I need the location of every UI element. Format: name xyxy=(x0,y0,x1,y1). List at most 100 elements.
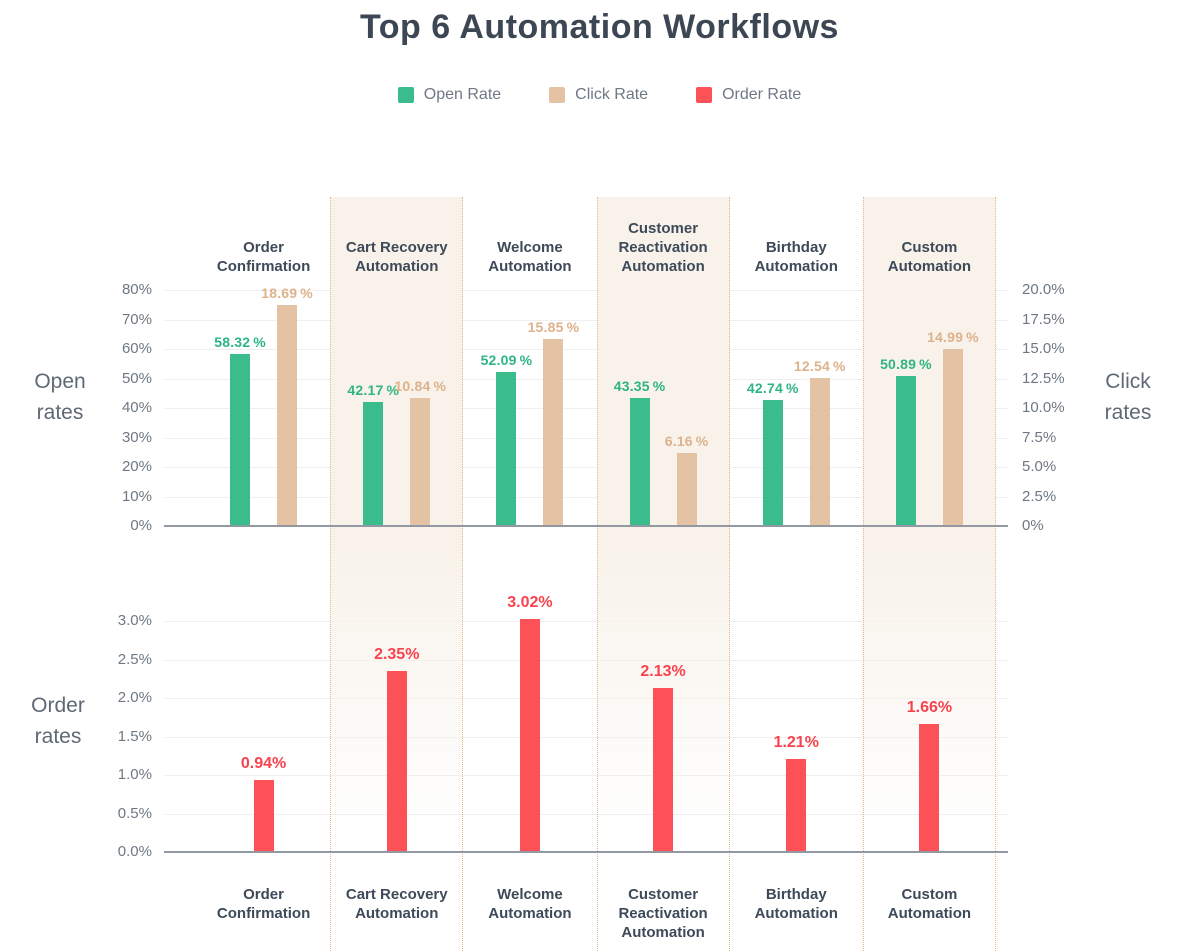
click-axis-tick: 12.5% xyxy=(1022,369,1065,387)
click-rate-bar xyxy=(809,378,830,526)
click-axis-tick: 2.5% xyxy=(1022,487,1057,505)
order-panel-gridline xyxy=(164,813,1008,815)
open-panel-gridline xyxy=(164,349,1008,350)
order-rate-bar xyxy=(786,758,807,852)
order-axis-tick: 2.5% xyxy=(117,650,152,668)
category-label: Order Confirmation xyxy=(216,886,311,922)
order-rate-bar xyxy=(386,671,407,852)
legend-item: Click Rate xyxy=(549,86,648,104)
open-axis-tick: 30% xyxy=(121,428,152,446)
click-rate-value-label: 15.85 % xyxy=(527,318,580,335)
open-axis-tick: 80% xyxy=(121,281,152,298)
order-axis-baseline xyxy=(164,851,1008,853)
order-rate-bar xyxy=(519,619,540,852)
order-rate-bar xyxy=(919,724,940,852)
open-rate-value-label: 43.35 % xyxy=(613,378,666,395)
open-rate-value-label: 42.17 % xyxy=(347,381,400,398)
order-rate-bar xyxy=(253,779,274,852)
open-rate-value-label: 58.32 % xyxy=(214,333,266,350)
legend-label: Click Rate xyxy=(575,86,649,103)
click-rate-bar xyxy=(410,398,431,526)
order-rate-value-label: 2.35% xyxy=(374,646,420,664)
open-rate-bar xyxy=(496,372,517,526)
open-rate-value-label: 50.89 % xyxy=(880,355,932,372)
legend-swatch xyxy=(549,87,566,103)
open-axis-tick: 20% xyxy=(121,458,152,475)
legend-item: Order Rate xyxy=(696,86,801,104)
order-axis-tick: 1.5% xyxy=(117,727,152,745)
column-header: Custom Automation xyxy=(887,239,972,275)
category-label: Birthday Automation xyxy=(754,886,838,922)
order-axis-tick: 0.0% xyxy=(117,843,152,860)
click-rate-value-label: 14.99 % xyxy=(927,329,979,346)
click-rate-bar xyxy=(543,338,564,526)
click-axis-tick: 0% xyxy=(1022,517,1044,534)
click-axis-tick: 10.0% xyxy=(1022,399,1065,416)
category-label: Welcome Automation xyxy=(488,886,572,922)
order-panel-gridline xyxy=(164,659,1008,661)
open-panel-gridline xyxy=(164,437,1008,439)
open-panel-gridline xyxy=(164,378,1008,380)
click-axis-tick: 17.5% xyxy=(1022,310,1065,328)
click-rate-bar xyxy=(942,349,963,526)
order-axis-tick: 1.0% xyxy=(117,766,152,783)
order-rate-value-label: 2.13% xyxy=(640,662,686,680)
order-rate-bar xyxy=(653,687,674,852)
open-axis-tick: 0% xyxy=(130,517,152,534)
order-axis-tick: 3.0% xyxy=(117,612,152,629)
order-panel-gridline xyxy=(164,698,1008,699)
order-panel-gridline xyxy=(164,775,1008,776)
click-rate-bar xyxy=(676,453,697,526)
open-panel-gridline xyxy=(164,467,1008,468)
legend-label: Order Rate xyxy=(722,86,802,103)
click-axis-tick: 7.5% xyxy=(1022,428,1057,446)
open-axis-baseline xyxy=(164,525,1008,527)
category-label: Cart Recovery Automation xyxy=(345,886,448,922)
column-header: Welcome Automation xyxy=(488,239,572,275)
open-rate-bar xyxy=(230,353,251,526)
order-rate-value-label: 0.94% xyxy=(240,754,287,772)
category-label: Custom Automation xyxy=(887,886,972,922)
open-rate-bar xyxy=(629,398,650,526)
click-rate-value-label: 6.16 % xyxy=(664,433,709,450)
column-header: Cart Recovery Automation xyxy=(345,239,448,275)
column-header: Birthday Automation xyxy=(754,239,838,275)
open-rate-bar xyxy=(762,399,783,526)
legend-swatch xyxy=(397,87,414,103)
legend-item: Open Rate xyxy=(397,86,502,104)
order-axis-tick: 2.0% xyxy=(117,689,152,706)
legend: Open Rate Click Rate Order Rate xyxy=(0,86,1199,104)
click-axis-tick: 15.0% xyxy=(1022,340,1065,357)
open-rate-value-label: 42.74 % xyxy=(746,379,799,396)
open-axis-tick: 60% xyxy=(121,340,152,357)
open-panel-gridline xyxy=(164,408,1008,409)
legend-label: Open Rate xyxy=(423,86,502,103)
category-label: Customer Reactivation Automation xyxy=(618,886,708,941)
open-panel-gridline xyxy=(164,290,1008,291)
open-panel-gridline xyxy=(164,496,1008,498)
click-rate-value-label: 10.84 % xyxy=(394,378,447,395)
open-panel-gridline xyxy=(164,319,1008,321)
click-axis-tick: 20.0% xyxy=(1022,281,1065,298)
click-rate-bar xyxy=(277,305,298,526)
order-rate-value-label: 1.66% xyxy=(906,699,953,717)
click-rates-axis-title: Click rates xyxy=(1104,370,1152,424)
open-rate-bar xyxy=(363,401,384,526)
chart-title: Top 6 Automation Workflows xyxy=(360,8,839,46)
open-axis-tick: 10% xyxy=(121,487,152,505)
open-rate-value-label: 52.09 % xyxy=(480,352,533,369)
column-header: Order Confirmation xyxy=(216,239,311,275)
open-axis-tick: 70% xyxy=(121,310,152,328)
order-panel-gridline xyxy=(164,736,1008,738)
order-rate-value-label: 1.21% xyxy=(773,733,819,751)
order-rate-value-label: 3.02% xyxy=(507,594,553,612)
column-header: Customer Reactivation Automation xyxy=(618,220,708,275)
open-rate-bar xyxy=(895,375,916,526)
open-axis-tick: 40% xyxy=(121,399,152,416)
click-axis-tick: 5.0% xyxy=(1022,458,1057,475)
order-rates-axis-title: Order rates xyxy=(31,694,85,748)
open-axis-tick: 50% xyxy=(121,369,152,387)
legend-swatch xyxy=(696,87,713,103)
open-rates-axis-title: Open rates xyxy=(34,370,86,424)
